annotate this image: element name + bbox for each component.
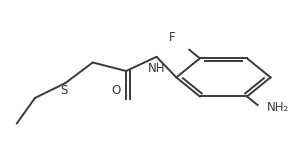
Text: F: F <box>169 31 176 44</box>
Text: NH: NH <box>148 62 165 76</box>
Text: S: S <box>60 84 67 98</box>
Text: O: O <box>111 83 120 97</box>
Text: NH₂: NH₂ <box>267 101 289 114</box>
